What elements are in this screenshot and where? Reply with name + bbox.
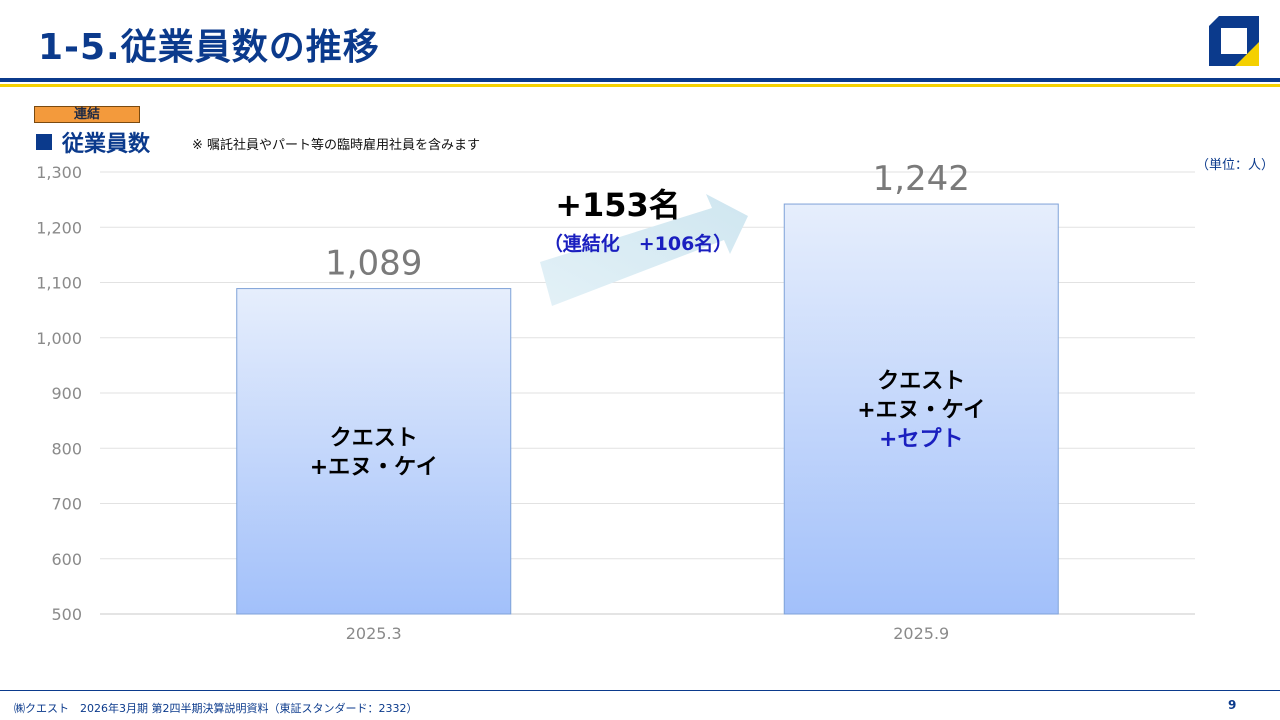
- header-rule-blue: [0, 78, 1280, 82]
- y-tick-label: 500: [51, 605, 82, 624]
- y-tick-label: 1,100: [36, 274, 82, 293]
- y-tick-label: 1,200: [36, 218, 82, 237]
- y-tick-label: 1,000: [36, 329, 82, 348]
- section-title-text: 従業員数: [62, 132, 151, 157]
- bar-inner-label: クエスト: [330, 426, 418, 451]
- bar-inner-label: +エヌ・ケイ: [857, 398, 985, 423]
- bar-inner-label: クエスト: [877, 369, 965, 394]
- bar-inner-label: +セプト: [879, 427, 963, 452]
- square-bullet-icon: [36, 134, 52, 150]
- y-tick-label: 600: [51, 550, 82, 569]
- bar: [236, 288, 512, 615]
- change-callout-sub: （連結化 +106名）: [544, 232, 733, 255]
- page-title: 1-5.従業員数の推移: [38, 27, 380, 68]
- consolidated-badge: 連結: [34, 106, 140, 123]
- footer-rule: [0, 690, 1280, 691]
- change-callout-main: +153名: [555, 186, 681, 224]
- data-label: 1,242: [873, 159, 970, 199]
- x-tick-label: 2025.3: [346, 624, 402, 643]
- page-number: 9: [1228, 698, 1237, 712]
- y-tick-label: 1,300: [36, 163, 82, 182]
- bar-inner-label: +エヌ・ケイ: [310, 455, 438, 480]
- employee-bar-chart: 500 600 700 800 900 1,000 1,100 1,200 1,300 1,08…: [36, 159, 1195, 643]
- y-tick-label: 700: [51, 495, 82, 514]
- scope-note: ※ 嘱託社員やパート等の臨時雇用社員を含みます: [192, 138, 481, 153]
- data-label: 1,089: [325, 244, 422, 284]
- section-title: 従業員数: [36, 126, 150, 158]
- bar: [783, 203, 1059, 615]
- header-rule-yellow: [0, 84, 1280, 87]
- x-tick-label: 2025.9: [893, 624, 949, 643]
- growth-arrow: [540, 194, 748, 306]
- unit-label: （単位：人）: [1196, 158, 1275, 173]
- company-logo: [1209, 16, 1259, 66]
- footer-text: ㈱クエスト 2026年3月期 第2四半期決算説明資料（東証スタンダード：2332…: [14, 702, 418, 715]
- y-tick-label: 900: [51, 384, 82, 403]
- y-tick-label: 800: [51, 439, 82, 458]
